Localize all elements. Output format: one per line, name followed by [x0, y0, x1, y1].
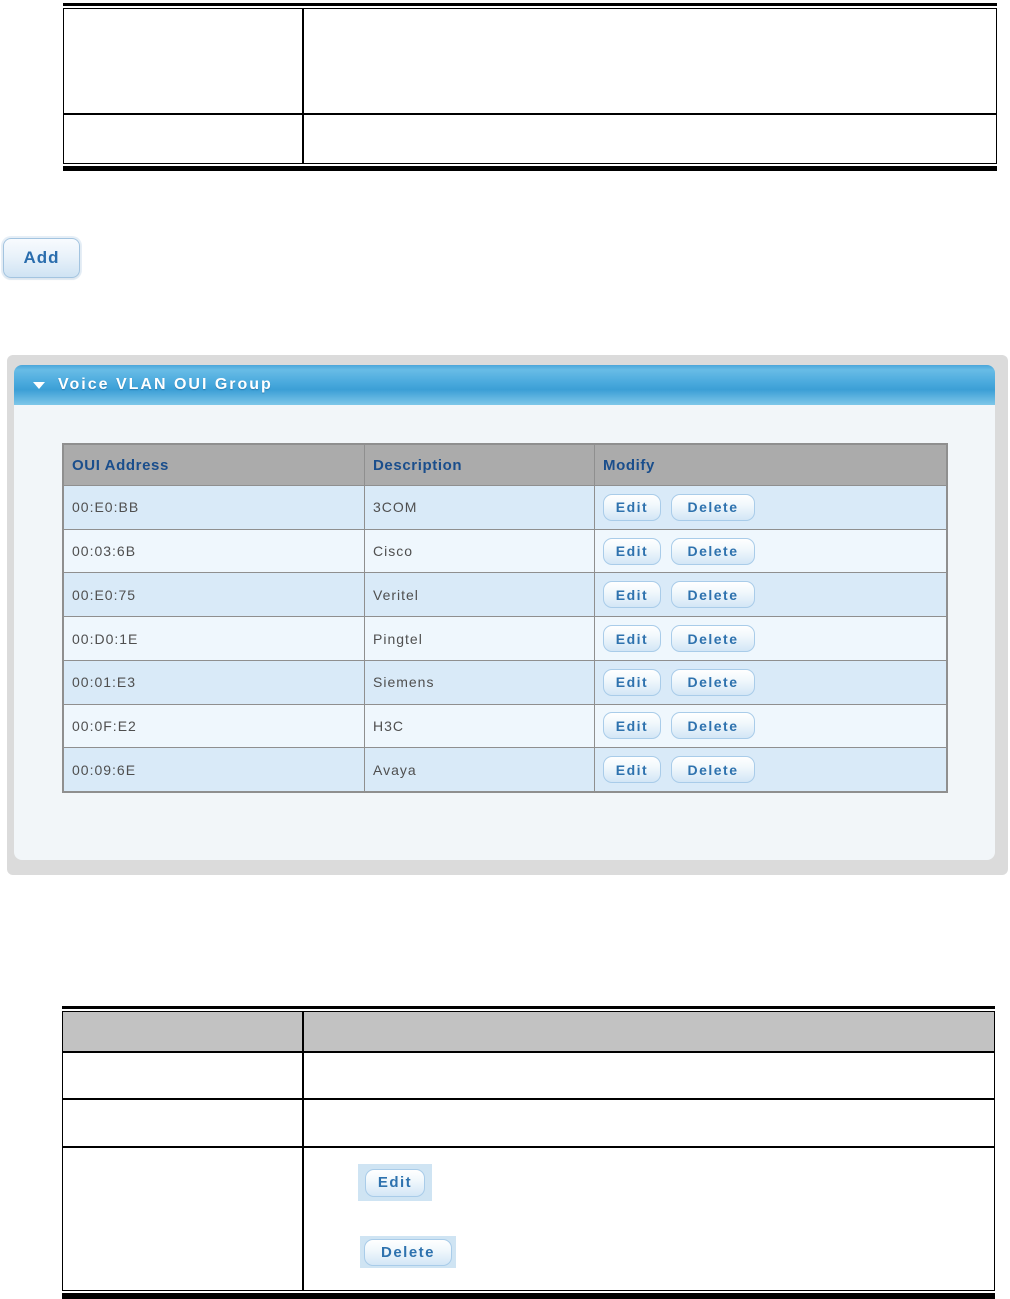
table-border — [62, 1098, 995, 1100]
edit-button[interactable]: Edit — [603, 493, 661, 521]
table-border — [302, 1012, 304, 1290]
voice-vlan-oui-group-panel: Voice VLAN OUI Group OUI Address Descrip… — [7, 355, 1008, 875]
edit-button-figure[interactable]: Edit — [358, 1164, 432, 1201]
table-row: 00:D0:1E Pingtel Edit Delete — [64, 616, 946, 660]
delete-button[interactable]: Delete — [671, 668, 755, 696]
description-cell: Avaya — [364, 748, 594, 792]
table-border — [63, 163, 997, 164]
doc-cell — [304, 9, 996, 113]
table-border — [994, 1012, 995, 1290]
oui-address-cell: 00:E0:75 — [72, 586, 137, 603]
oui-address-cell: 00:E0:BB — [72, 499, 140, 516]
edit-button[interactable]: Edit — [603, 537, 661, 565]
delete-button[interactable]: Delete — [671, 537, 755, 565]
delete-button[interactable]: Delete — [364, 1238, 452, 1266]
column-header-modify: Modify — [594, 445, 946, 485]
table-row: 00:03:6B Cisco Edit Delete — [64, 528, 946, 573]
edit-button[interactable]: Edit — [365, 1168, 425, 1197]
column-header-oui-address: OUI Address — [72, 456, 169, 474]
doc-cell — [64, 1053, 302, 1097]
table-border — [62, 1146, 995, 1148]
table-border — [63, 113, 997, 115]
modify-cell: Edit Delete — [594, 529, 946, 573]
modify-cell: Edit Delete — [594, 617, 946, 660]
table-row: 00:E0:BB 3COM Edit Delete — [64, 485, 946, 529]
description-cell: H3C — [364, 704, 594, 748]
panel-title: Voice VLAN OUI Group — [58, 376, 273, 393]
delete-button[interactable]: Delete — [671, 756, 755, 784]
edit-button[interactable]: Edit — [603, 581, 661, 609]
oui-address-cell: 00:01:E3 — [72, 674, 137, 691]
table-border — [62, 1011, 995, 1012]
table-border — [62, 1290, 995, 1291]
delete-button[interactable]: Delete — [671, 581, 755, 609]
delete-button-figure[interactable]: Delete — [360, 1236, 456, 1268]
table-row: 00:09:6E Avaya Edit Delete — [64, 747, 946, 792]
table-border — [62, 1012, 63, 1290]
table-border — [62, 1293, 995, 1299]
table-row: 00:0F:E2 H3C Edit Delete — [64, 703, 946, 748]
doc-cell — [64, 115, 302, 163]
doc-cell — [64, 1100, 302, 1144]
edit-button[interactable]: Edit — [603, 712, 661, 740]
oui-address-cell: 00:09:6E — [72, 761, 137, 778]
modify-cell: Edit Delete — [594, 704, 946, 748]
doc-cell — [306, 1100, 994, 1144]
table-border — [996, 9, 997, 163]
doc-cell — [304, 115, 996, 163]
oui-table-header-row: OUI Address Description Modify — [64, 445, 946, 485]
column-header-description: Description — [364, 445, 594, 485]
panel-body: OUI Address Description Modify 00:E0:BB … — [14, 405, 995, 860]
oui-address-cell: 00:D0:1E — [72, 630, 139, 647]
table-row: 00:E0:75 Veritel Edit Delete — [64, 572, 946, 617]
doc-table-header-fill — [63, 1012, 994, 1051]
modify-cell: Edit Delete — [594, 486, 946, 529]
doc-cell — [306, 1053, 994, 1097]
description-cell: Pingtel — [364, 617, 594, 660]
table-row: 00:01:E3 Siemens Edit Delete — [64, 659, 946, 704]
triangle-down-icon — [33, 382, 45, 389]
delete-button[interactable]: Delete — [671, 625, 755, 653]
delete-button[interactable]: Delete — [671, 712, 755, 740]
edit-button[interactable]: Edit — [603, 756, 661, 784]
table-border — [63, 3, 997, 6]
add-button[interactable]: Add — [3, 238, 80, 278]
modify-cell: Edit Delete — [594, 660, 946, 704]
oui-address-cell: 00:03:6B — [72, 543, 137, 560]
table-border — [302, 9, 304, 163]
oui-address-cell: 00:0F:E2 — [72, 717, 137, 734]
description-cell: Veritel — [364, 573, 594, 617]
description-cell: Cisco — [364, 529, 594, 573]
doc-cell — [64, 9, 302, 113]
edit-button[interactable]: Edit — [603, 625, 661, 653]
table-border — [63, 166, 997, 171]
description-cell: Siemens — [364, 660, 594, 704]
table-border — [63, 9, 64, 163]
modify-cell: Edit Delete — [594, 573, 946, 617]
panel-header-toggle[interactable]: Voice VLAN OUI Group — [14, 365, 995, 405]
edit-button[interactable]: Edit — [603, 668, 661, 696]
delete-button[interactable]: Delete — [671, 493, 755, 521]
description-cell: 3COM — [364, 486, 594, 529]
modify-cell: Edit Delete — [594, 748, 946, 792]
table-border — [63, 8, 997, 9]
table-border — [62, 1051, 995, 1053]
oui-table: OUI Address Description Modify 00:E0:BB … — [62, 443, 948, 793]
table-border — [62, 1006, 995, 1009]
